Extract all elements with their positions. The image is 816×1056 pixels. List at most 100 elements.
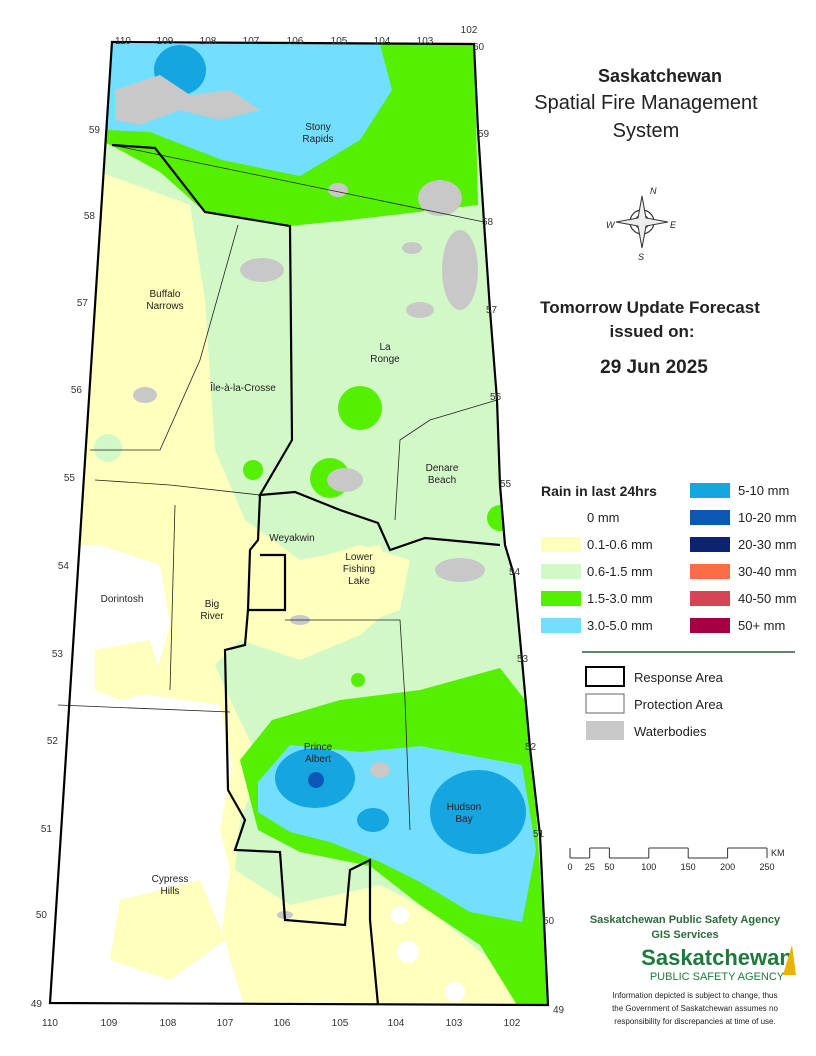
rain-zone (357, 808, 389, 832)
legend-swatch (541, 537, 581, 552)
longitude-label: 103 (446, 1018, 463, 1029)
scale-label: 25 (585, 862, 595, 872)
scale-label: 0 (567, 862, 572, 872)
legend-label: 50+ mm (738, 618, 785, 633)
latitude-label: 57 (77, 298, 89, 309)
latitude-label: 51 (533, 829, 545, 840)
legend-swatch (690, 618, 730, 633)
boundary-label: Protection Area (634, 697, 724, 712)
latitude-label: 55 (64, 473, 76, 484)
legend-label: 20-30 mm (738, 537, 797, 552)
legend-title: Rain in last 24hrs (541, 483, 657, 499)
rain-zone (351, 673, 365, 687)
forecast-issued: issued on: (609, 322, 694, 341)
logo-mark (783, 945, 796, 975)
scale-label: 100 (641, 862, 656, 872)
legend-label: 30-40 mm (738, 564, 797, 579)
place-label: Fishing (343, 564, 375, 575)
rain-zone (338, 386, 382, 430)
latitude-label: 52 (47, 736, 59, 747)
latitude-label: 56 (71, 385, 83, 396)
legend-swatch (541, 618, 581, 633)
place-label: Big (205, 599, 219, 610)
legend-label: 0.1-0.6 mm (587, 537, 653, 552)
legend-swatch (690, 510, 730, 525)
longitude-label: 104 (374, 36, 391, 47)
longitude-label: 110 (42, 1018, 58, 1029)
rain-zone (430, 770, 526, 854)
place-label: Lake (348, 576, 370, 587)
legend-label: 3.0-5.0 mm (587, 618, 653, 633)
agency-unit: GIS Services (651, 929, 718, 941)
longitude-label: 108 (160, 1018, 177, 1029)
latitude-label: 50 (543, 916, 555, 927)
logo-main: Saskatchewan (641, 945, 793, 970)
logo-sub: PUBLIC SAFETY AGENCY (650, 971, 785, 983)
place-label: Cypress (152, 874, 189, 885)
longitude-label: 108 (200, 36, 217, 47)
longitude-label: 107 (243, 36, 260, 47)
place-label: River (200, 611, 224, 622)
longitude-label: 105 (332, 1018, 349, 1029)
place-label: Stony (305, 122, 331, 133)
scale-label: 50 (604, 862, 614, 872)
longitude-label: 110 (115, 36, 131, 47)
legend-swatch (541, 564, 581, 579)
longitude-label: 109 (157, 36, 174, 47)
place-label: Bay (455, 814, 472, 825)
waterbodies (115, 75, 485, 919)
legend-swatch (690, 564, 730, 579)
place-label: Île-à-la-Crosse (209, 381, 276, 394)
place-label: Albert (305, 754, 331, 765)
place-label: La (379, 342, 391, 353)
latitude-label: 53 (517, 654, 529, 665)
legend-label: 0.6-1.5 mm (587, 564, 653, 579)
rain-zone (95, 640, 225, 980)
latitude-label: 58 (84, 211, 96, 222)
place-label: Ronge (370, 354, 400, 365)
longitude-label: 104 (388, 1018, 405, 1029)
latitude-label: 59 (89, 125, 101, 136)
longitude-label: 105 (331, 36, 348, 47)
place-label: Weyakwin (269, 533, 314, 544)
longitude-label: 102 (461, 25, 478, 36)
place-label: Denare (426, 463, 459, 474)
latitude-label: 59 (478, 129, 490, 140)
forecast-heading: Tomorrow Update Forecast (540, 298, 760, 317)
latitude-label: 54 (58, 561, 70, 572)
latitude-label: 56 (490, 392, 502, 403)
place-label: Rapids (302, 134, 333, 145)
disclaimer: the Government of Saskatchewan assumes n… (612, 1004, 778, 1013)
legend-swatch (690, 591, 730, 606)
legend-label: 40-50 mm (738, 591, 797, 606)
latitude-label: 49 (31, 999, 43, 1010)
compass-s: S (638, 252, 644, 262)
place-label: Narrows (146, 301, 183, 312)
place-label: Lower (345, 552, 373, 563)
rain-map (50, 42, 548, 1005)
rain-zone (487, 505, 513, 531)
forecast-date: 29 Jun 2025 (600, 357, 708, 378)
boundary-label: Waterbodies (634, 724, 707, 739)
latitude-label: 53 (52, 649, 64, 660)
place-label: Prince (304, 742, 333, 753)
latitude-label: 54 (509, 567, 521, 578)
latitude-label: 51 (41, 824, 53, 835)
legend-swatch (690, 483, 730, 498)
legend-label: 0 mm (587, 510, 620, 525)
scale-label: 200 (720, 862, 735, 872)
disclaimer: Information depicted is subject to chang… (613, 991, 778, 1000)
latitude-label: 55 (500, 479, 512, 490)
rain-zone (445, 982, 465, 1002)
subtitle: Spatial Fire Management (534, 92, 758, 114)
longitude-label: 109 (101, 1018, 118, 1029)
longitude-label: 106 (287, 36, 304, 47)
latitude-label: 50 (36, 910, 48, 921)
longitude-label: 106 (274, 1018, 291, 1029)
rain-zone (94, 434, 122, 462)
agency-name: Saskatchewan Public Safety Agency (590, 914, 781, 926)
compass-n: N (650, 186, 657, 196)
compass (615, 195, 669, 249)
latitude-label: 49 (553, 1005, 565, 1016)
